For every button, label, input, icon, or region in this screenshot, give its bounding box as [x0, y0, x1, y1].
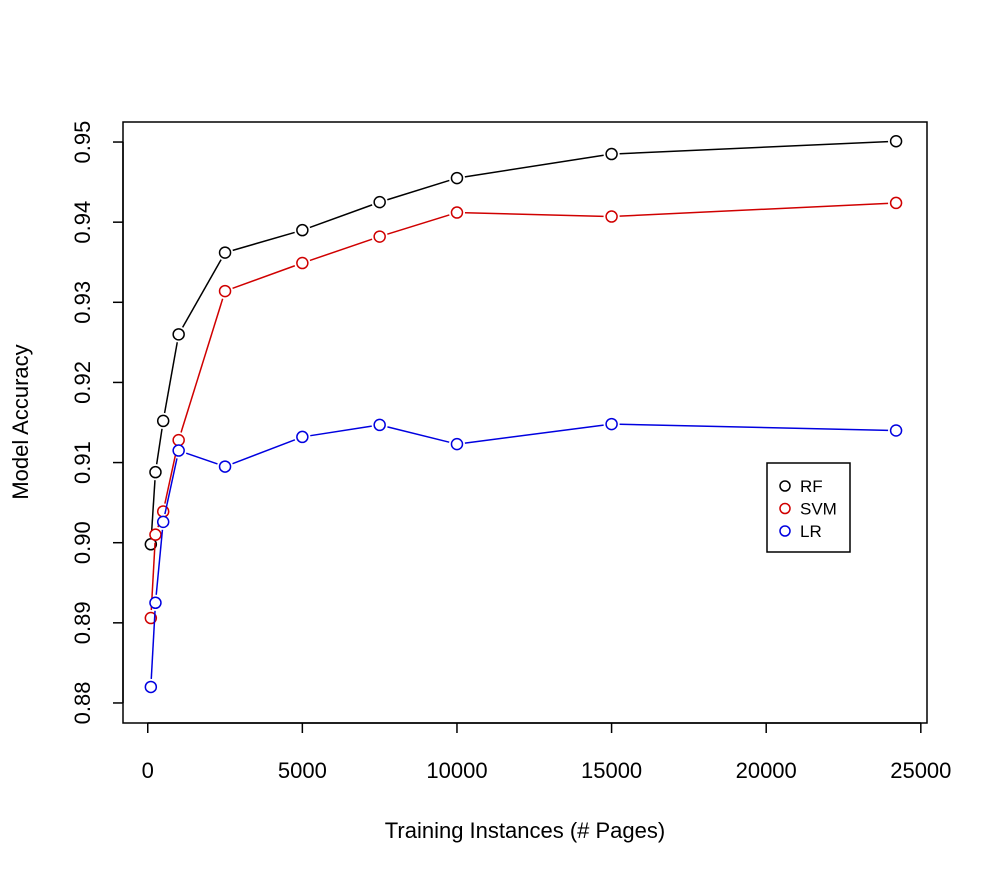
data-point	[605, 210, 618, 223]
series-segment	[180, 298, 224, 433]
x-tick-label: 20000	[736, 758, 797, 783]
data-point	[296, 430, 309, 444]
data-point	[450, 206, 464, 219]
data-point	[218, 284, 232, 298]
data-point	[373, 230, 386, 243]
series-segment	[387, 426, 450, 443]
series-segment	[464, 212, 604, 218]
data-point	[605, 147, 618, 161]
data-point	[889, 424, 903, 437]
data-point	[889, 134, 903, 148]
series-segment	[155, 529, 164, 595]
series-segment	[181, 259, 222, 328]
data-point	[296, 223, 309, 237]
y-axis: 0.88 0.89 0.90 0.91 0.92 0.93 0.94 0.95	[70, 121, 124, 725]
y-tick-label: 0.93	[70, 281, 95, 324]
y-tick-label: 0.88	[70, 682, 95, 725]
x-tick-label: 10000	[426, 758, 487, 783]
y-tick-label: 0.94	[70, 201, 95, 244]
data-point	[149, 528, 162, 541]
y-tick-label: 0.90	[70, 521, 95, 564]
data-point	[156, 414, 170, 428]
data-point	[172, 328, 185, 341]
series-rf	[144, 134, 903, 551]
legend: RF SVM LR	[766, 462, 851, 553]
series-segment	[155, 428, 163, 465]
x-axis-title: Training Instances (# Pages)	[385, 818, 665, 843]
data-point	[296, 256, 309, 270]
x-tick-label: 15000	[581, 758, 642, 783]
data-point	[373, 418, 386, 432]
series-svm	[144, 196, 903, 625]
series-segment	[619, 140, 889, 155]
series-segment	[232, 231, 295, 252]
series-segment	[464, 154, 604, 178]
data-point	[149, 596, 162, 610]
legend-marker	[779, 525, 791, 537]
x-tick-label: 25000	[890, 758, 951, 783]
series-lr	[144, 417, 903, 694]
series-segment	[619, 423, 889, 432]
data-point	[149, 465, 162, 479]
legend-label: SVM	[800, 500, 837, 519]
data-point	[450, 171, 464, 185]
series-layer	[144, 134, 903, 694]
series-segment	[163, 342, 178, 414]
data-point	[172, 433, 185, 447]
y-tick-label: 0.91	[70, 441, 95, 484]
data-point	[144, 611, 158, 625]
series-segment	[185, 452, 218, 465]
series-segment	[150, 480, 156, 537]
series-segment	[232, 439, 296, 465]
legend-label: RF	[800, 477, 823, 496]
plot-frame	[122, 121, 928, 724]
data-point	[605, 417, 618, 431]
legend-label: LR	[800, 522, 822, 541]
data-point	[156, 515, 170, 529]
x-axis: 0 5000 10000 15000 20000 25000	[142, 722, 951, 783]
series-segment	[309, 238, 373, 262]
data-point	[172, 444, 185, 457]
series-segment	[164, 458, 178, 515]
series-segment	[387, 179, 450, 201]
series-segment	[164, 447, 178, 504]
series-segment	[150, 610, 156, 679]
y-tick-label: 0.89	[70, 601, 95, 644]
series-segment	[464, 424, 604, 444]
y-axis-title: Model Accuracy	[8, 344, 33, 499]
y-tick-label: 0.92	[70, 361, 95, 404]
x-tick-label: 0	[142, 758, 154, 783]
series-segment	[309, 204, 373, 229]
data-point	[450, 437, 464, 451]
data-point	[144, 680, 158, 694]
data-point	[373, 195, 386, 209]
data-point	[218, 246, 232, 259]
data-point	[218, 460, 232, 473]
legend-marker	[779, 480, 791, 492]
x-tick-label: 5000	[278, 758, 327, 783]
series-segment	[232, 265, 296, 290]
y-tick-label: 0.95	[70, 121, 95, 164]
series-segment	[310, 425, 372, 437]
data-point	[889, 196, 903, 210]
legend-marker	[779, 502, 791, 515]
series-segment	[387, 214, 450, 235]
series-segment	[619, 202, 889, 217]
